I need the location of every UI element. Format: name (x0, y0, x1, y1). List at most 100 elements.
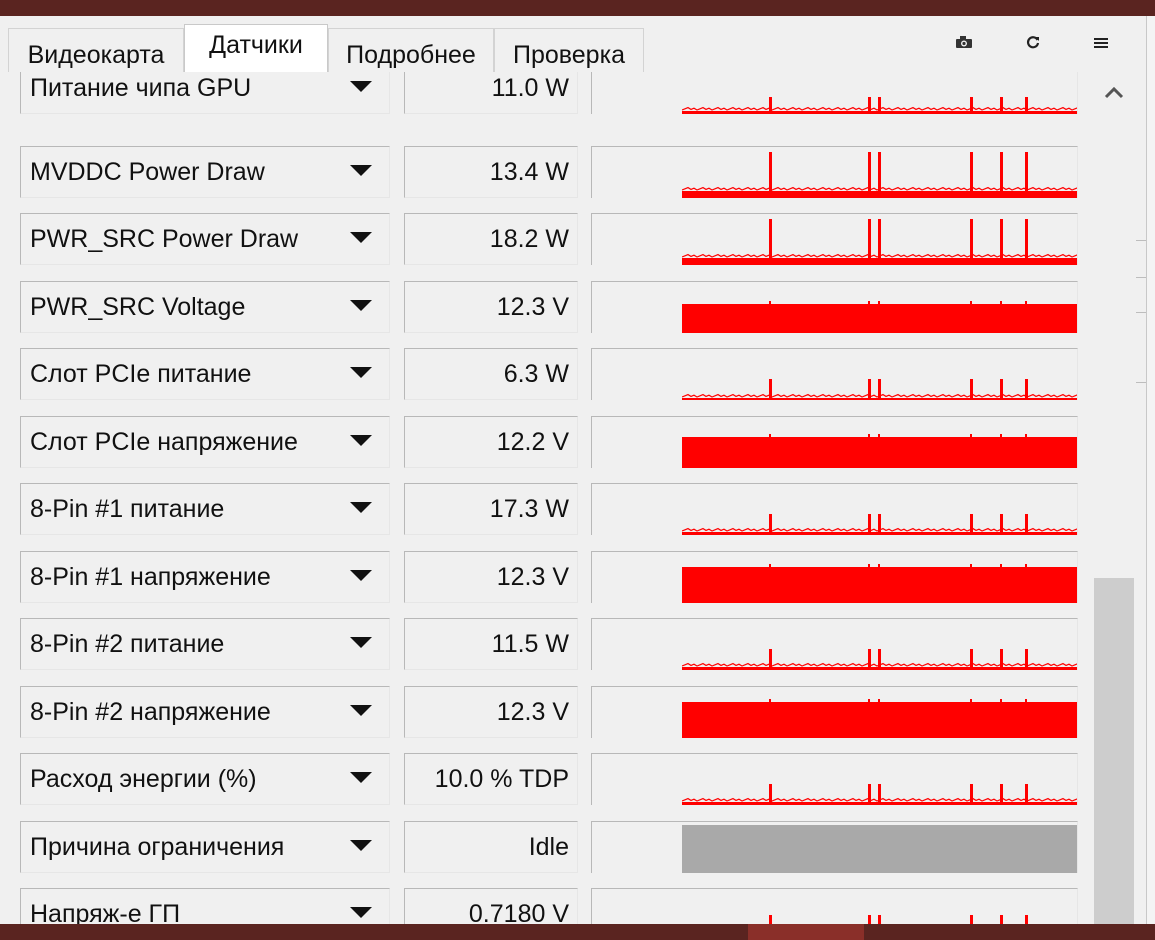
sensor-value: Idle (528, 833, 569, 861)
graph-fill (682, 702, 1077, 738)
sensor-row: MVDDC Power Draw 13.4 W (0, 146, 1092, 198)
sensor-row: Причина ограничения Idle (0, 821, 1092, 873)
refresh-icon[interactable] (1019, 34, 1047, 56)
graph-spike (1000, 514, 1003, 532)
sensor-name: 8-Pin #1 напряжение (30, 563, 271, 591)
sensor-name-dropdown[interactable]: 8-Pin #2 питание (20, 618, 390, 670)
graph-spike (970, 152, 973, 191)
graph-spike (1025, 152, 1028, 191)
dropdown-arrow-icon[interactable] (350, 502, 372, 513)
sensor-value-box: Idle (404, 821, 578, 873)
tab-sensors[interactable]: Датчики (184, 24, 328, 72)
graph-notch (769, 699, 771, 702)
sensor-graph-plot (769, 915, 1028, 924)
sensor-graph-plot (682, 301, 1077, 333)
sensor-row: Расход энергии (%) 10.0 % TDP (0, 753, 1092, 805)
graph-spike (970, 649, 973, 667)
sensor-graph (591, 753, 1078, 805)
sensor-name-dropdown[interactable]: Напряж-е ГП (20, 888, 390, 924)
graph-spike (878, 219, 881, 258)
sensor-value-box: 0.7180 V (404, 888, 578, 924)
sensor-name-dropdown[interactable]: 8-Pin #1 питание (20, 483, 390, 535)
dropdown-arrow-icon[interactable] (350, 637, 372, 648)
graph-spike (769, 379, 772, 398)
sensor-row: Слот PCIe напряжение 12.2 V (0, 416, 1092, 468)
graph-spike (970, 915, 973, 924)
sensor-name-dropdown[interactable]: 8-Pin #2 напряжение (20, 686, 390, 738)
scroll-up-arrow-icon[interactable] (1093, 72, 1135, 112)
menu-icon-glyph (1094, 38, 1108, 48)
dropdown-arrow-icon[interactable] (350, 81, 372, 92)
graph-notch (1000, 301, 1002, 304)
sensor-row: PWR_SRC Power Draw 18.2 W (0, 213, 1092, 265)
graph-notch (1025, 301, 1027, 304)
sensor-graph (591, 483, 1078, 535)
sensor-name-dropdown[interactable]: Причина ограничения (20, 821, 390, 873)
vertical-scrollbar[interactable] (1093, 72, 1135, 924)
sensor-graph (591, 551, 1078, 603)
camera-icon[interactable] (950, 34, 978, 56)
sensor-graph (591, 888, 1078, 924)
graph-spike (878, 784, 881, 802)
dropdown-arrow-icon[interactable] (350, 165, 372, 176)
sensor-graph-plot (682, 379, 1077, 400)
edge-divider (1136, 277, 1146, 278)
dropdown-arrow-icon[interactable] (350, 300, 372, 311)
graph-spike (868, 514, 871, 532)
sensor-graph (591, 416, 1078, 468)
dropdown-arrow-icon[interactable] (350, 435, 372, 446)
graph-spike (769, 152, 772, 191)
chevron-up-icon (1104, 86, 1124, 99)
dropdown-arrow-icon[interactable] (350, 232, 372, 243)
sensor-name-dropdown[interactable]: PWR_SRC Power Draw (20, 213, 390, 265)
sensor-name-dropdown[interactable]: Слот PCIe напряжение (20, 416, 390, 468)
dropdown-arrow-icon[interactable] (350, 570, 372, 581)
sensor-value: 10.0 % TDP (434, 765, 569, 793)
sensor-graph (591, 72, 1078, 114)
sensor-value: 17.3 W (489, 495, 569, 523)
sensor-value-box: 11.5 W (404, 618, 578, 670)
graph-fill (682, 437, 1077, 468)
sensor-graph (591, 821, 1078, 873)
dropdown-arrow-icon[interactable] (350, 705, 372, 716)
sensor-name-dropdown[interactable]: 8-Pin #1 напряжение (20, 551, 390, 603)
graph-spike (1025, 97, 1028, 111)
sensor-name-dropdown[interactable]: Расход энергии (%) (20, 753, 390, 805)
sensor-value: 12.3 V (496, 698, 569, 726)
graph-spike (1000, 379, 1003, 398)
dropdown-arrow-icon[interactable] (350, 840, 372, 851)
tab-advanced[interactable]: Подробнее (328, 28, 494, 72)
sensor-name-dropdown[interactable]: Питание чипа GPU (20, 72, 390, 114)
sensor-name-dropdown[interactable]: MVDDC Power Draw (20, 146, 390, 198)
menu-icon[interactable] (1087, 34, 1115, 56)
sensor-name-dropdown[interactable]: Слот PCIe питание (20, 348, 390, 400)
sensor-graph-plot (682, 97, 1077, 114)
refresh-icon-glyph (1027, 36, 1040, 49)
graph-baseline (682, 398, 1077, 400)
right-edge-panel (1136, 72, 1146, 924)
tab-bar: Видеокарта Датчики Подробнее Проверка (0, 16, 1146, 72)
graph-spike (868, 152, 871, 191)
tab-validation[interactable]: Проверка (494, 28, 644, 72)
graph-notch (868, 564, 870, 567)
sensor-name: Слот PCIe питание (30, 360, 252, 388)
graph-spike (769, 97, 772, 111)
background-window-edge (1146, 16, 1155, 924)
sensor-name-dropdown[interactable]: PWR_SRC Voltage (20, 281, 390, 333)
dropdown-arrow-icon[interactable] (350, 772, 372, 783)
sensor-value-box: 6.3 W (404, 348, 578, 400)
edge-divider (1136, 382, 1146, 383)
gpu-z-window: Видеокарта Датчики Подробнее Проверка (0, 16, 1146, 924)
scroll-thumb[interactable] (1094, 578, 1134, 924)
dropdown-arrow-icon[interactable] (350, 907, 372, 918)
sensor-row: Питание чипа GPU 11.0 W (0, 72, 1092, 114)
dropdown-arrow-icon[interactable] (350, 367, 372, 378)
sensor-value-box: 12.3 V (404, 551, 578, 603)
tab-graphics-card[interactable]: Видеокарта (8, 28, 184, 72)
graph-notch (1025, 434, 1027, 437)
sensor-graph-plot (682, 152, 1077, 198)
sensor-graph-plot (682, 514, 1077, 535)
graph-notch (878, 301, 880, 304)
sensor-graph-plot (682, 649, 1077, 670)
graph-spike (1025, 219, 1028, 258)
